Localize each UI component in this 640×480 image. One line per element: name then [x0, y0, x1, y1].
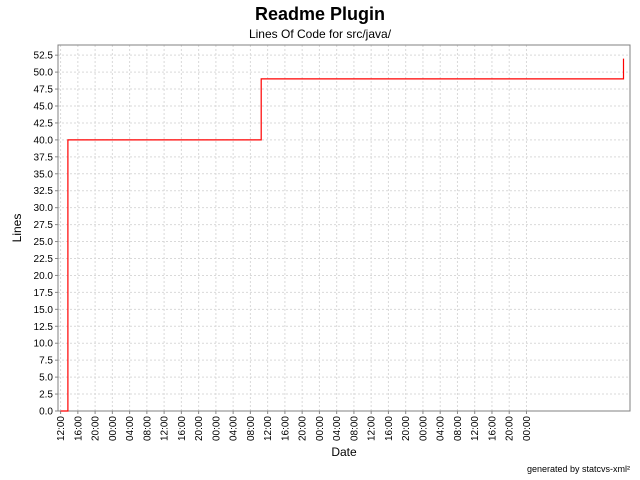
x-tick-label: 08:00	[246, 416, 257, 441]
chart-title: Readme Plugin	[254, 4, 386, 24]
x-tick-label: 04:00	[229, 416, 240, 441]
x-tick-label: 08:00	[453, 416, 464, 441]
x-tick-label: 12:00	[470, 416, 481, 441]
y-tick-label: 20.0	[34, 271, 54, 282]
y-tick-label: 30.0	[34, 203, 54, 214]
x-tick-label: 04:00	[436, 416, 447, 441]
series-line-lines	[60, 58, 625, 412]
y-tick-label: 40.0	[34, 135, 54, 146]
y-tick-label: 37.5	[34, 152, 54, 163]
x-tick-label: 00:00	[211, 416, 222, 441]
x-tick-label: 00:00	[522, 416, 533, 441]
plot-frame	[57, 44, 631, 412]
chart-subtitle: Lines Of Code for src/java/	[248, 27, 392, 41]
x-tick-label: 16:00	[384, 416, 395, 441]
y-tick-label: 17.5	[34, 288, 54, 299]
y-tick-label: 15.0	[34, 305, 54, 316]
y-axis-title: Lines	[10, 214, 24, 243]
x-tick-label: 08:00	[142, 416, 153, 441]
x-tick-label: 12:00	[263, 416, 274, 441]
x-axis-title: Date	[331, 445, 357, 459]
x-tick-label: 20:00	[298, 416, 309, 441]
x-tick-label: 00:00	[418, 416, 429, 441]
y-tick-label: 12.5	[34, 322, 54, 333]
y-tick-label: 5.0	[39, 373, 53, 384]
y-tick-label: 22.5	[34, 254, 54, 265]
x-tick-label: 04:00	[125, 416, 136, 441]
x-tick-label: 00:00	[315, 416, 326, 441]
x-tick-label: 16:00	[177, 416, 188, 441]
y-tick-label: 45.0	[34, 102, 54, 113]
y-tick-label: 35.0	[34, 169, 54, 180]
y-tick-label: 32.5	[34, 186, 54, 197]
y-tick-label: 52.5	[34, 51, 54, 62]
x-tick-label: 20:00	[91, 416, 102, 441]
x-tick-label: 12:00	[56, 416, 67, 441]
y-tick-label: 25.0	[34, 237, 54, 248]
x-tick-label: 16:00	[280, 416, 291, 441]
x-tick-label: 04:00	[332, 416, 343, 441]
y-tick-label: 7.5	[39, 356, 53, 367]
y-tick-label: 42.5	[34, 118, 54, 129]
y-tick-label: 50.0	[34, 68, 54, 79]
y-tick-label: 10.0	[34, 339, 54, 350]
y-tick-label: 47.5	[34, 85, 54, 96]
x-tick-label: 20:00	[505, 416, 516, 441]
x-tick-label: 16:00	[73, 416, 84, 441]
x-tick-label: 20:00	[401, 416, 412, 441]
y-tick-label: 2.5	[39, 390, 53, 401]
y-tick-label: 27.5	[34, 220, 54, 231]
y-tick-label: 0.0	[39, 407, 53, 418]
x-tick-label: 20:00	[194, 416, 205, 441]
x-tick-label: 08:00	[349, 416, 360, 441]
plot-area	[58, 45, 630, 411]
x-tick-label: 12:00	[367, 416, 378, 441]
generator-credit: generated by statcvs-xml²	[526, 464, 630, 474]
x-tick-label: 16:00	[487, 416, 498, 441]
x-tick-label: 00:00	[108, 416, 119, 441]
x-tick-label: 12:00	[160, 416, 171, 441]
